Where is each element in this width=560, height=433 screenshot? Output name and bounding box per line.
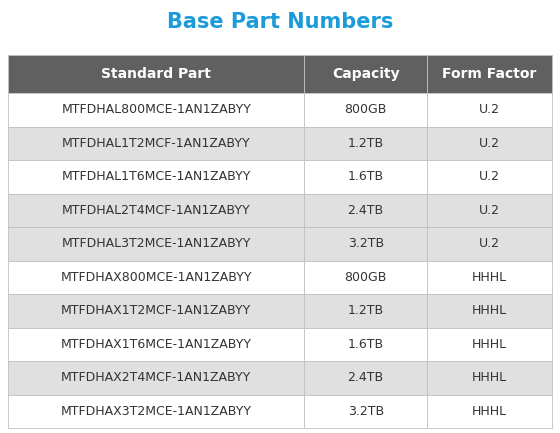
Bar bbox=[8, 126, 305, 160]
Text: MTFDHAX3T2MCE-1AN1ZABYY: MTFDHAX3T2MCE-1AN1ZABYY bbox=[60, 405, 252, 418]
Text: HHHL: HHHL bbox=[472, 338, 507, 351]
Text: 2.4TB: 2.4TB bbox=[348, 204, 384, 217]
Text: 800GB: 800GB bbox=[344, 103, 387, 116]
Bar bbox=[427, 261, 552, 294]
Bar bbox=[305, 93, 427, 126]
Bar bbox=[305, 160, 427, 194]
Bar bbox=[305, 294, 427, 327]
Text: U.2: U.2 bbox=[479, 204, 500, 217]
Bar bbox=[8, 93, 305, 126]
Text: HHHL: HHHL bbox=[472, 304, 507, 317]
Bar bbox=[427, 361, 552, 394]
Bar bbox=[427, 55, 552, 93]
Bar bbox=[305, 227, 427, 261]
Text: MTFDHAL800MCE-1AN1ZABYY: MTFDHAL800MCE-1AN1ZABYY bbox=[61, 103, 251, 116]
Text: Form Factor: Form Factor bbox=[442, 67, 536, 81]
Bar bbox=[305, 194, 427, 227]
Text: MTFDHAX1T2MCF-1AN1ZABYY: MTFDHAX1T2MCF-1AN1ZABYY bbox=[61, 304, 251, 317]
Text: HHHL: HHHL bbox=[472, 371, 507, 384]
Bar bbox=[8, 194, 305, 227]
Bar bbox=[427, 227, 552, 261]
Bar bbox=[8, 327, 305, 361]
Bar bbox=[427, 194, 552, 227]
Bar bbox=[8, 160, 305, 194]
Text: MTFDHAX1T6MCE-1AN1ZABYY: MTFDHAX1T6MCE-1AN1ZABYY bbox=[60, 338, 252, 351]
Bar bbox=[427, 126, 552, 160]
Text: MTFDHAL1T2MCF-1AN1ZABYY: MTFDHAL1T2MCF-1AN1ZABYY bbox=[62, 137, 250, 150]
Bar bbox=[305, 261, 427, 294]
Text: HHHL: HHHL bbox=[472, 405, 507, 418]
Text: 1.6TB: 1.6TB bbox=[348, 338, 384, 351]
Text: U.2: U.2 bbox=[479, 103, 500, 116]
Text: U.2: U.2 bbox=[479, 237, 500, 250]
Text: MTFDHAX2T4MCF-1AN1ZABYY: MTFDHAX2T4MCF-1AN1ZABYY bbox=[61, 371, 251, 384]
Text: Standard Part: Standard Part bbox=[101, 67, 211, 81]
Bar bbox=[8, 227, 305, 261]
Text: 1.6TB: 1.6TB bbox=[348, 170, 384, 183]
Bar bbox=[305, 55, 427, 93]
Bar bbox=[427, 160, 552, 194]
Bar bbox=[305, 126, 427, 160]
Text: MTFDHAX800MCE-1AN1ZABYY: MTFDHAX800MCE-1AN1ZABYY bbox=[60, 271, 252, 284]
Bar bbox=[427, 93, 552, 126]
Text: U.2: U.2 bbox=[479, 137, 500, 150]
Text: Base Part Numbers: Base Part Numbers bbox=[167, 12, 393, 32]
Bar bbox=[8, 261, 305, 294]
Text: HHHL: HHHL bbox=[472, 271, 507, 284]
Text: 3.2TB: 3.2TB bbox=[348, 237, 384, 250]
Bar bbox=[8, 394, 305, 428]
Text: U.2: U.2 bbox=[479, 170, 500, 183]
Text: 1.2TB: 1.2TB bbox=[348, 304, 384, 317]
Bar bbox=[305, 394, 427, 428]
Bar bbox=[8, 55, 305, 93]
Text: Capacity: Capacity bbox=[332, 67, 399, 81]
Text: 1.2TB: 1.2TB bbox=[348, 137, 384, 150]
Text: 3.2TB: 3.2TB bbox=[348, 405, 384, 418]
Text: MTFDHAL2T4MCF-1AN1ZABYY: MTFDHAL2T4MCF-1AN1ZABYY bbox=[62, 204, 250, 217]
Text: 2.4TB: 2.4TB bbox=[348, 371, 384, 384]
Bar bbox=[305, 327, 427, 361]
Bar bbox=[427, 394, 552, 428]
Bar bbox=[427, 294, 552, 327]
Bar bbox=[305, 361, 427, 394]
Text: MTFDHAL3T2MCE-1AN1ZABYY: MTFDHAL3T2MCE-1AN1ZABYY bbox=[62, 237, 251, 250]
Bar bbox=[427, 327, 552, 361]
Text: MTFDHAL1T6MCE-1AN1ZABYY: MTFDHAL1T6MCE-1AN1ZABYY bbox=[62, 170, 251, 183]
Bar bbox=[8, 361, 305, 394]
Bar bbox=[8, 294, 305, 327]
Text: 800GB: 800GB bbox=[344, 271, 387, 284]
